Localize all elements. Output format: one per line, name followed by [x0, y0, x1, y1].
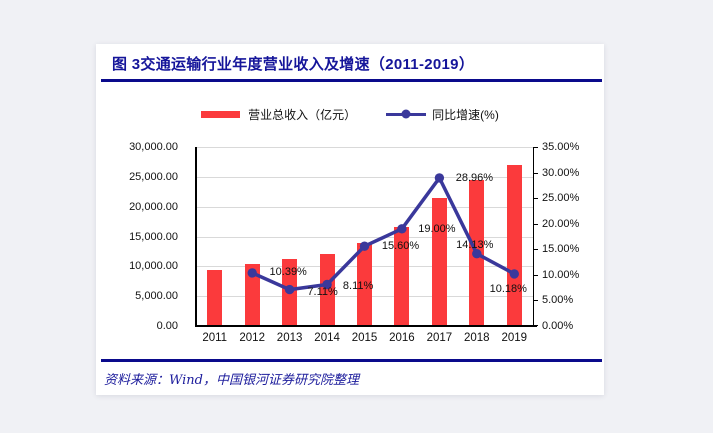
growth-marker-icon	[509, 269, 519, 279]
growth-value-label: 19.00%	[418, 222, 456, 235]
x-axis-label-2016: 2016	[389, 332, 415, 344]
right-axis-tick-label: 25.00%	[542, 192, 580, 205]
plot-area: 10.39% 7.11% 8.11% 15.60% 19.00% 28.96% 14.13%…	[195, 147, 538, 327]
legend-label-growth: 同比增速(%)	[432, 107, 499, 122]
growth-value-label: 7.11%	[307, 285, 338, 298]
legend-bar-swatch-icon	[201, 110, 241, 118]
growth-marker-icon	[247, 268, 257, 278]
left-axis-line	[195, 147, 197, 326]
growth-value-label: 15.60%	[381, 240, 420, 253]
right-axis-tick	[533, 223, 538, 225]
right-axis-labels: 0.00% 5.00% 10.00% 15.00% 20.00% 25.00% 30.00%…	[542, 141, 604, 332]
right-axis-tick	[533, 147, 538, 148]
x-axis-labels: 2011 2012 2013 2014 2015 2016 2017 2018 2019	[196, 332, 533, 346]
x-axis-label-2014: 2014	[314, 332, 340, 344]
legend-line-marker-icon	[401, 109, 411, 119]
growth-value-label: 14.13%	[456, 238, 494, 251]
revenue-bar-2012	[244, 263, 260, 326]
legend-label-revenue: 营业总收入（亿元）	[248, 107, 357, 122]
growth-line	[251, 176, 516, 292]
growth-marker-icon	[434, 173, 445, 183]
right-axis-tick-label: 15.00%	[542, 243, 580, 256]
growth-marker-icon	[322, 279, 332, 290]
right-axis-tick	[533, 249, 538, 251]
right-axis-line	[532, 147, 534, 326]
growth-value-label: 10.39%	[269, 265, 307, 278]
revenue-bar-2016	[394, 226, 410, 326]
right-axis-tick	[533, 325, 538, 326]
x-axis-label-2018: 2018	[464, 332, 490, 344]
x-axis-label-2019: 2019	[501, 332, 528, 344]
x-axis-label-2017: 2017	[426, 332, 453, 344]
growth-marker-icon	[359, 241, 370, 251]
source-divider	[101, 359, 602, 362]
right-axis-tick-label: 30.00%	[542, 166, 580, 179]
growth-marker-icon	[472, 249, 482, 259]
left-axis-tick-label: 25,000.00	[129, 170, 178, 183]
growth-marker-icon	[397, 224, 407, 234]
growth-line-chart	[247, 173, 519, 295]
figure-title: 图 3交通运输行业年度营业收入及增速（2011-2019）	[112, 56, 475, 73]
x-axis-label-2012: 2012	[239, 332, 265, 344]
revenue-bar-2011	[207, 269, 223, 326]
chart-area: 0.00 5,000.00 10,000.00 15,000.00 20,000.00 2…	[96, 44, 604, 395]
right-axis-tick-label: 0.00%	[542, 320, 574, 332]
right-axis-tick-label: 20.00%	[542, 217, 580, 230]
chart-legend: 营业总收入（亿元） 同比增速(%)	[96, 106, 604, 122]
left-axis-labels: 0.00 5,000.00 10,000.00 15,000.00 20,000.00 2…	[96, 141, 178, 332]
right-axis-tick-label: 35.00%	[542, 141, 580, 153]
growth-marker-icon	[284, 284, 295, 295]
gridline	[196, 206, 533, 208]
title-divider	[101, 79, 602, 82]
left-axis-tick-label: 5,000.00	[135, 290, 178, 303]
bottom-axis-line	[195, 325, 537, 327]
source-note: 资料来源：Wind，中国银河证券研究院整理	[104, 373, 359, 388]
x-axis-label-2013: 2013	[276, 332, 303, 344]
left-axis-tick-label: 30,000.00	[129, 141, 178, 153]
right-axis-tick	[533, 172, 538, 174]
growth-value-label: 10.18%	[489, 282, 527, 295]
x-axis-label-2011: 2011	[202, 332, 228, 344]
left-axis-tick-label: 0.00	[156, 320, 178, 332]
growth-value-label: 8.11%	[342, 279, 374, 292]
revenue-bar-2015	[357, 242, 372, 326]
figure-card: 图 3交通运输行业年度营业收入及增速（2011-2019） 营业总收入（亿元） …	[96, 44, 604, 395]
left-axis-tick-label: 15,000.00	[129, 230, 178, 243]
right-axis-tick	[533, 274, 538, 276]
gridline	[196, 176, 533, 178]
revenue-bar-2019	[506, 164, 522, 326]
revenue-bar-2017	[431, 197, 447, 326]
left-axis-tick-label: 20,000.00	[129, 200, 178, 213]
right-axis-tick-label: 5.00%	[542, 294, 574, 307]
x-axis-label-2015: 2015	[351, 332, 378, 344]
gridline	[196, 147, 533, 148]
left-axis-tick-label: 10,000.00	[129, 260, 178, 273]
gridline	[196, 236, 533, 238]
revenue-bar-2014	[319, 253, 335, 326]
right-axis-tick-label: 10.00%	[542, 268, 580, 281]
right-axis-tick	[533, 300, 538, 302]
legend-line-swatch-icon	[386, 109, 427, 119]
right-axis-tick	[533, 198, 538, 200]
growth-value-label: 28.96%	[455, 171, 494, 184]
